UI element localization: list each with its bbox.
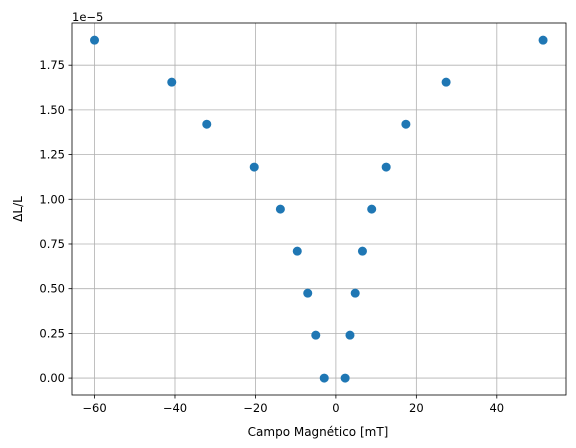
data-point <box>538 35 548 45</box>
y-tick-label: 0.00 <box>39 371 65 385</box>
data-point <box>350 288 360 298</box>
data-point <box>275 204 285 214</box>
data-point <box>292 246 302 256</box>
y-tick-label: 1.25 <box>39 148 65 162</box>
x-tick-label: −60 <box>82 401 106 415</box>
data-point <box>345 330 355 340</box>
x-axis-ticks: −60 −40 −20 0 20 40 <box>82 395 504 415</box>
data-point <box>441 77 451 87</box>
data-point <box>357 246 367 256</box>
x-tick-label: 20 <box>409 401 424 415</box>
data-point <box>90 35 100 45</box>
data-point <box>202 119 212 129</box>
y-tick-label: 0.25 <box>39 326 65 340</box>
y-axis-ticks: 0.00 0.25 0.50 0.75 1.00 1.25 1.50 1.75 <box>39 58 72 385</box>
data-point <box>167 77 177 87</box>
data-point <box>340 373 350 383</box>
data-point <box>311 330 321 340</box>
y-tick-label: 1.75 <box>39 58 65 72</box>
x-axis-label: Campo Magnético [mT] <box>248 425 389 439</box>
x-tick-label: 40 <box>489 401 504 415</box>
data-point <box>303 288 313 298</box>
y-tick-label: 1.50 <box>39 103 65 117</box>
data-point <box>401 119 411 129</box>
y-axis-label: ΔL/L <box>11 196 25 222</box>
data-points <box>90 35 548 383</box>
y-offset-text: 1e−5 <box>72 10 103 24</box>
grid-lines <box>72 23 566 395</box>
y-tick-label: 0.50 <box>39 282 65 296</box>
y-tick-label: 0.75 <box>39 237 65 251</box>
x-tick-label: −40 <box>163 401 187 415</box>
data-point <box>381 162 391 172</box>
x-tick-label: 0 <box>332 401 339 415</box>
x-tick-label: −20 <box>243 401 267 415</box>
data-point <box>249 162 259 172</box>
data-point <box>367 204 377 214</box>
y-tick-label: 1.00 <box>39 192 65 206</box>
axes-frame <box>71 22 567 396</box>
data-point <box>319 373 329 383</box>
